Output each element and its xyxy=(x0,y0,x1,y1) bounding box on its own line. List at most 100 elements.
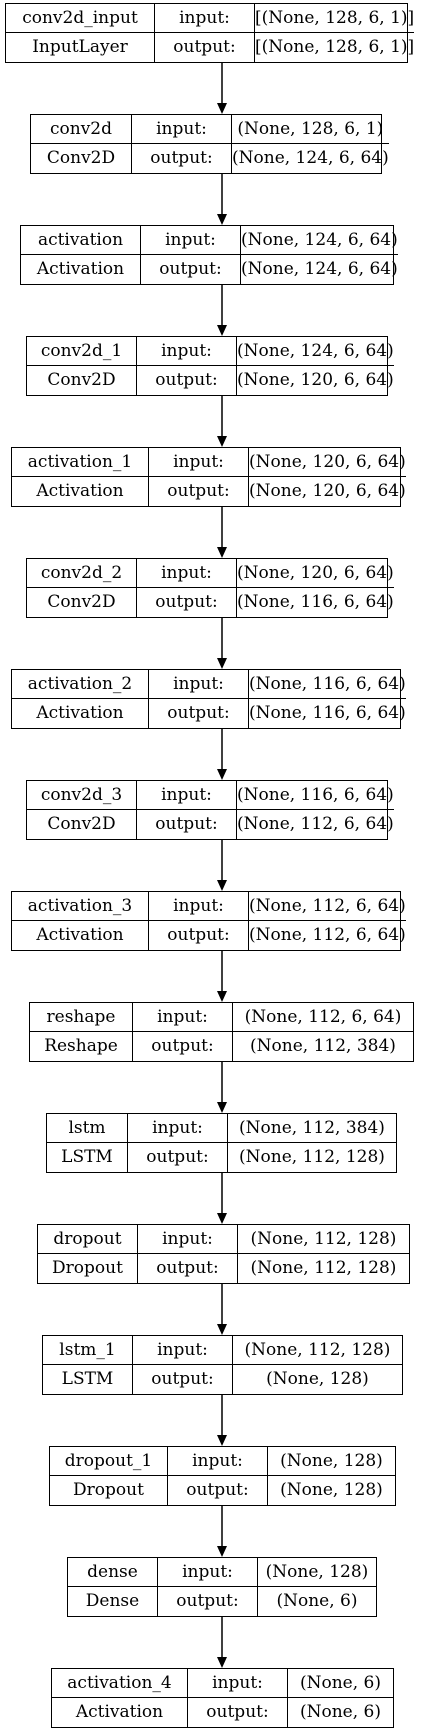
output-label: output: xyxy=(138,1254,238,1283)
node-type: InputLayer xyxy=(6,33,155,62)
edge-arrow xyxy=(217,63,227,114)
layer-node-activation: activation input: (None, 124, 6, 64) Activa… xyxy=(20,225,398,285)
input-label: input: xyxy=(137,559,237,588)
input-label: input: xyxy=(158,1558,258,1587)
edge-arrow xyxy=(217,1395,227,1446)
node-name: dropout xyxy=(38,1225,138,1254)
node-name: reshape xyxy=(30,1003,133,1032)
input-label: input: xyxy=(133,1336,233,1365)
output-shape: (None, 112, 6, 64) xyxy=(237,814,394,834)
output-label: output: xyxy=(128,1143,228,1172)
node-name: conv2d_input xyxy=(6,4,155,33)
node-name: conv2d_3 xyxy=(27,781,137,810)
edge-arrow xyxy=(217,1062,227,1113)
layer-node-dense: dense input: (None, 128) Dense output: (None,… xyxy=(67,1557,377,1617)
node-type: Activation xyxy=(12,699,149,728)
layer-node-conv2d_3: conv2d_3 input: (None, 116, 6, 64) Conv2D ou… xyxy=(26,780,394,840)
node-name: conv2d_2 xyxy=(27,559,137,588)
node-type: Dense xyxy=(68,1587,158,1616)
node-name: dense xyxy=(68,1558,158,1587)
input-label: input: xyxy=(141,226,241,255)
input-label: input: xyxy=(128,1114,228,1143)
output-shape: (None, 120, 6, 64) xyxy=(249,481,406,501)
input-shape: (None, 128) xyxy=(258,1558,376,1587)
input-shape: (None, 112, 384) xyxy=(228,1114,396,1143)
node-name: lstm_1 xyxy=(43,1336,133,1365)
input-shape: (None, 128, 6, 1) xyxy=(232,115,389,144)
output-label: output: xyxy=(168,1476,268,1505)
node-name: dropout_1 xyxy=(50,1447,168,1476)
edge-arrow xyxy=(217,1506,227,1557)
output-shape: (None, 124, 6, 64) xyxy=(232,148,389,168)
input-label: input: xyxy=(132,115,232,144)
edge-arrow xyxy=(217,1173,227,1224)
output-label: output: xyxy=(149,921,249,950)
edge-arrow xyxy=(217,1284,227,1335)
output-shape: (None, 112, 128) xyxy=(239,1147,385,1167)
output-label: output: xyxy=(133,1032,233,1061)
edge-arrow xyxy=(217,396,227,447)
input-label: input: xyxy=(138,1225,238,1254)
output-label: output: xyxy=(158,1587,258,1616)
input-shape: (None, 6) xyxy=(288,1669,393,1698)
output-label: output: xyxy=(137,366,237,395)
output-label: output: xyxy=(155,33,255,62)
input-shape: (None, 116, 6, 64) xyxy=(249,670,406,699)
node-type: LSTM xyxy=(47,1143,128,1172)
node-type: Conv2D xyxy=(27,588,137,617)
input-shape: (None, 124, 6, 64) xyxy=(237,337,394,366)
output-label: output: xyxy=(132,144,232,173)
node-type: Activation xyxy=(12,477,149,506)
layer-node-activation_3: activation_3 input: (None, 112, 6, 64) Acti… xyxy=(11,891,406,951)
input-shape: (None, 112, 128) xyxy=(233,1336,402,1365)
output-label: output: xyxy=(141,255,241,284)
output-shape: (None, 116, 6, 64) xyxy=(249,703,406,723)
layer-node-activation_4: activation_4 input: (None, 6) Activation out… xyxy=(51,1668,394,1728)
input-label: input: xyxy=(155,4,255,33)
output-shape: (None, 112, 6, 64) xyxy=(249,925,406,945)
edge-arrow xyxy=(217,507,227,558)
input-label: input: xyxy=(149,448,249,477)
input-shape: (None, 112, 6, 64) xyxy=(233,1003,413,1032)
input-label: input: xyxy=(137,781,237,810)
node-type: Activation xyxy=(12,921,149,950)
input-shape: (None, 116, 6, 64) xyxy=(237,781,394,810)
output-shape: (None, 116, 6, 64) xyxy=(237,592,394,612)
input-shape: (None, 120, 6, 64) xyxy=(237,559,394,588)
input-shape: (None, 112, 128) xyxy=(238,1225,409,1254)
input-shape: (None, 124, 6, 64) xyxy=(241,226,398,255)
node-name: activation xyxy=(21,226,141,255)
input-label: input: xyxy=(149,892,249,921)
layer-node-conv2d: conv2d input: (None, 128, 6, 1) Conv2D outpu… xyxy=(30,114,389,174)
node-type: Dropout xyxy=(50,1476,168,1505)
node-name: activation_1 xyxy=(12,448,149,477)
layer-node-conv2d_input: conv2d_input input: [(None, 128, 6, 1)] Inp… xyxy=(5,3,415,63)
output-label: output: xyxy=(188,1698,288,1727)
node-type: Conv2D xyxy=(27,366,137,395)
edge-arrow xyxy=(217,1617,227,1668)
edge-arrow xyxy=(217,174,227,225)
node-name: activation_2 xyxy=(12,670,149,699)
output-label: output: xyxy=(149,477,249,506)
node-name: activation_4 xyxy=(52,1669,188,1698)
edge-arrow xyxy=(217,729,227,780)
node-type: LSTM xyxy=(43,1365,133,1394)
layer-node-dropout_1: dropout_1 input: (None, 128) Dropout output:… xyxy=(49,1446,396,1506)
output-shape: (None, 124, 6, 64) xyxy=(241,259,398,279)
input-label: input: xyxy=(137,337,237,366)
input-label: input: xyxy=(149,670,249,699)
node-type: Dropout xyxy=(38,1254,138,1283)
node-name: activation_3 xyxy=(12,892,149,921)
node-type: Reshape xyxy=(30,1032,133,1061)
output-shape: (None, 128) xyxy=(266,1369,369,1389)
layer-node-conv2d_2: conv2d_2 input: (None, 120, 6, 64) Conv2D ou… xyxy=(26,558,394,618)
node-type: Conv2D xyxy=(27,810,137,839)
input-shape: (None, 128) xyxy=(268,1447,395,1476)
node-name: conv2d_1 xyxy=(27,337,137,366)
output-shape: (None, 112, 384) xyxy=(250,1036,396,1056)
layer-node-lstm: lstm input: (None, 112, 384) LSTM output: (No… xyxy=(46,1113,397,1173)
output-shape: [(None, 128, 6, 1)] xyxy=(255,37,415,57)
layer-node-lstm_1: lstm_1 input: (None, 112, 128) LSTM output: (… xyxy=(42,1335,403,1395)
input-shape: (None, 112, 6, 64) xyxy=(249,892,406,921)
